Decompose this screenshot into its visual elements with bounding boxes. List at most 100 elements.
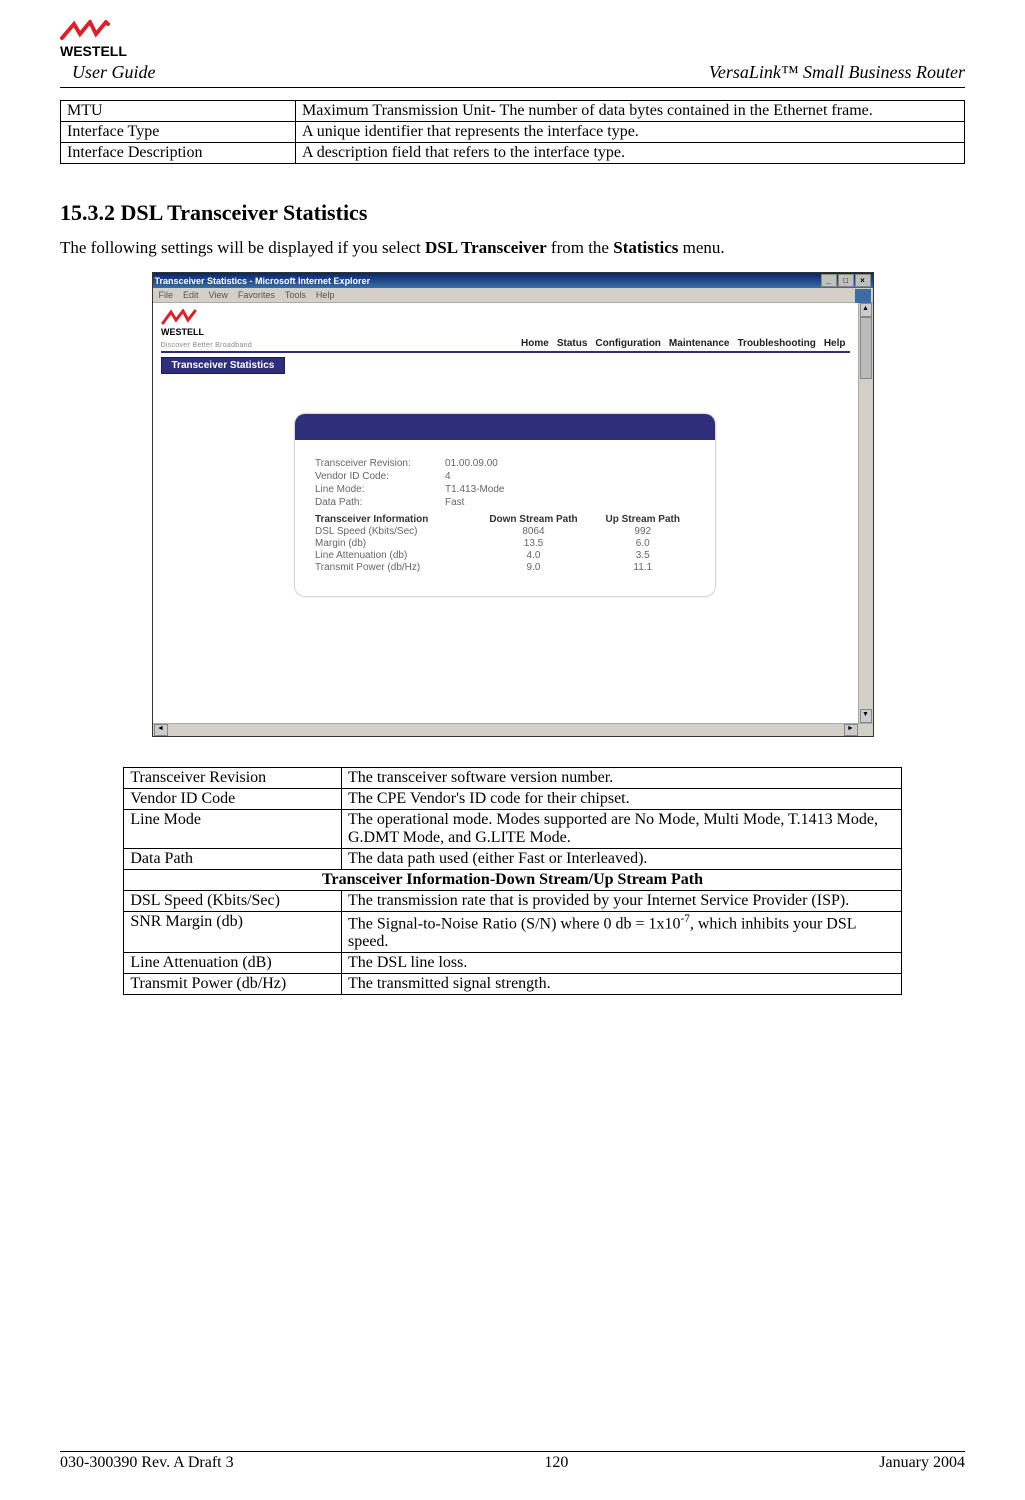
ie-window: Transceiver Statistics - Microsoft Inter… <box>152 272 874 737</box>
table-row: Data PathThe data path used (either Fast… <box>124 849 901 870</box>
term-cell: Transmit Power (db/Hz) <box>124 974 342 995</box>
stat-up-value: 3.5 <box>591 550 696 561</box>
desc-cell: The transmitted signal strength. <box>341 974 901 995</box>
nav-item[interactable]: Maintenance <box>669 338 730 349</box>
table-row: MTUMaximum Transmission Unit- The number… <box>61 101 965 122</box>
desc-cell: The transmission rate that is provided b… <box>341 891 901 912</box>
header-divider <box>60 87 965 88</box>
maximize-button[interactable]: □ <box>838 274 854 287</box>
desc-cell: The DSL line loss. <box>341 953 901 974</box>
window-title: Transceiver Statistics - Microsoft Inter… <box>155 276 371 286</box>
transceiver-desc-table: Transceiver RevisionThe transceiver soft… <box>123 767 901 995</box>
nav-item[interactable]: Configuration <box>595 338 661 349</box>
table-row: DSL Speed (Kbits/Sec)The transmission ra… <box>124 891 901 912</box>
table-row: SNR Margin (db)The Signal-to-Noise Ratio… <box>124 912 901 953</box>
vendor-label: Vendor ID Code: <box>315 471 445 482</box>
stat-down-value: 4.0 <box>477 550 591 561</box>
browser-content: WESTELL Discover Better Broadband Home St… <box>153 303 858 723</box>
breadcrumb-tab[interactable]: Transceiver Statistics <box>161 357 286 374</box>
stats-row: Transmit Power (db/Hz)9.011.1 <box>315 562 695 573</box>
ie-throbber-icon <box>855 289 871 303</box>
scroll-right-arrow-icon[interactable]: ► <box>844 724 858 736</box>
interface-params-table: MTUMaximum Transmission Unit- The number… <box>60 100 965 164</box>
ie-menu-item[interactable]: Help <box>316 290 335 300</box>
table-section-header: Transceiver Information-Down Stream/Up S… <box>124 870 901 891</box>
desc-cell: The operational mode. Modes supported ar… <box>341 810 901 849</box>
desc-cell: A description field that refers to the i… <box>296 143 965 164</box>
close-button[interactable]: × <box>855 274 871 287</box>
stats-row: Line Attenuation (db)4.03.5 <box>315 550 695 561</box>
nav-item[interactable]: Help <box>824 338 846 349</box>
stat-down-value: 13.5 <box>477 538 591 549</box>
panel-body: Transceiver Revision: 01.00.09.00 Vendor… <box>295 440 715 596</box>
nav-item[interactable]: Home <box>521 338 549 349</box>
ie-menu-item[interactable]: File <box>159 290 174 300</box>
desc-cell: The CPE Vendor's ID code for their chips… <box>341 789 901 810</box>
svg-text:WESTELL: WESTELL <box>60 43 127 59</box>
horizontal-scrollbar[interactable]: ◄ ► <box>153 723 873 736</box>
window-buttons: _□× <box>820 274 871 287</box>
term-cell: SNR Margin (db) <box>124 912 342 953</box>
desc-cell: The transceiver software version number. <box>341 768 901 789</box>
table-row: Interface TypeA unique identifier that r… <box>61 122 965 143</box>
stat-up-value: 992 <box>591 526 696 537</box>
term-cell: Interface Description <box>61 143 296 164</box>
footer-page-number: 120 <box>544 1454 568 1472</box>
section-number: 15.3.2 <box>60 200 115 225</box>
stats-panel: Transceiver Revision: 01.00.09.00 Vendor… <box>295 414 715 596</box>
table-row: Transceiver RevisionThe transceiver soft… <box>124 768 901 789</box>
term-cell: Line Mode <box>124 810 342 849</box>
ie-titlebar: Transceiver Statistics - Microsoft Inter… <box>153 273 873 288</box>
desc-cell: A unique identifier that represents the … <box>296 122 965 143</box>
term-cell: MTU <box>61 101 296 122</box>
section-heading: 15.3.2 DSL Transceiver Statistics <box>60 200 965 226</box>
svg-text:WESTELL: WESTELL <box>161 327 204 337</box>
stats-row: DSL Speed (Kbits/Sec)8064992 <box>315 526 695 537</box>
ie-menu-item[interactable]: View <box>209 290 228 300</box>
table-row: Line ModeThe operational mode. Modes sup… <box>124 810 901 849</box>
scroll-down-arrow-icon[interactable]: ▼ <box>860 709 872 723</box>
section-intro: The following settings will be displayed… <box>60 238 965 258</box>
scroll-up-arrow-icon[interactable]: ▲ <box>860 303 872 317</box>
table-row: Line Attenuation (dB)The DSL line loss. <box>124 953 901 974</box>
app-tagline: Discover Better Broadband <box>161 342 253 349</box>
stat-up-value: 6.0 <box>591 538 696 549</box>
table-row: Interface DescriptionA description field… <box>61 143 965 164</box>
footer-divider <box>60 1451 965 1452</box>
col-up: Up Stream Path <box>591 514 696 525</box>
app-header: WESTELL Discover Better Broadband Home St… <box>161 309 850 353</box>
term-cell: DSL Speed (Kbits/Sec) <box>124 891 342 912</box>
term-cell: Vendor ID Code <box>124 789 342 810</box>
stat-label: Transmit Power (db/Hz) <box>315 562 477 573</box>
kv-row: Vendor ID Code: 4 <box>315 471 695 482</box>
panel-header-bar <box>295 414 715 440</box>
kv-row: Data Path: Fast <box>315 497 695 508</box>
minimize-button[interactable]: _ <box>821 274 837 287</box>
col-down: Down Stream Path <box>477 514 591 525</box>
nav-item[interactable]: Status <box>557 338 588 349</box>
nav-item[interactable]: Troubleshooting <box>738 338 816 349</box>
ie-menu-item[interactable]: Edit <box>183 290 199 300</box>
ie-menu-item[interactable]: Tools <box>285 290 306 300</box>
stat-down-value: 9.0 <box>477 562 591 573</box>
ie-menubar: File Edit View Favorites Tools Help <box>153 288 873 303</box>
term-cell: Line Attenuation (dB) <box>124 953 342 974</box>
ie-menu-item[interactable]: Favorites <box>238 290 275 300</box>
stat-label: Line Attenuation (db) <box>315 550 477 561</box>
stat-up-value: 11.1 <box>591 562 696 573</box>
stats-row: Margin (db)13.56.0 <box>315 538 695 549</box>
desc-cell: Maximum Transmission Unit- The number of… <box>296 101 965 122</box>
footer-right: January 2004 <box>879 1454 965 1472</box>
line-mode-label: Line Mode: <box>315 484 445 495</box>
scroll-thumb[interactable] <box>860 317 872 379</box>
westell-app-logo-icon: WESTELL <box>161 309 221 339</box>
data-path-value: Fast <box>445 497 464 508</box>
westell-logo-icon: WESTELL <box>60 20 150 60</box>
stat-label: DSL Speed (Kbits/Sec) <box>315 526 477 537</box>
desc-cell: The data path used (either Fast or Inter… <box>341 849 901 870</box>
desc-cell: The Signal-to-Noise Ratio (S/N) where 0 … <box>341 912 901 953</box>
term-cell: Interface Type <box>61 122 296 143</box>
vertical-scrollbar[interactable]: ▲ ▼ <box>858 303 873 723</box>
term-cell: Data Path <box>124 849 342 870</box>
scroll-left-arrow-icon[interactable]: ◄ <box>154 724 168 736</box>
